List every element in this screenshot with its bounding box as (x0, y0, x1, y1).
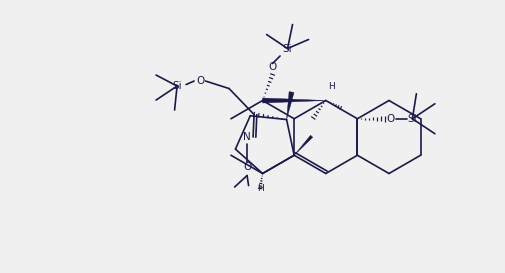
Text: O: O (243, 162, 251, 172)
Text: O: O (196, 76, 205, 86)
Polygon shape (286, 92, 294, 120)
Text: O: O (269, 62, 277, 72)
Text: H: H (257, 184, 264, 193)
Text: H: H (328, 82, 335, 91)
Text: N: N (243, 132, 251, 142)
Polygon shape (294, 135, 313, 155)
Polygon shape (263, 98, 326, 103)
Text: Si: Si (408, 114, 417, 124)
Text: Si: Si (283, 43, 292, 54)
Text: O: O (387, 114, 395, 124)
Text: Si: Si (172, 81, 182, 91)
